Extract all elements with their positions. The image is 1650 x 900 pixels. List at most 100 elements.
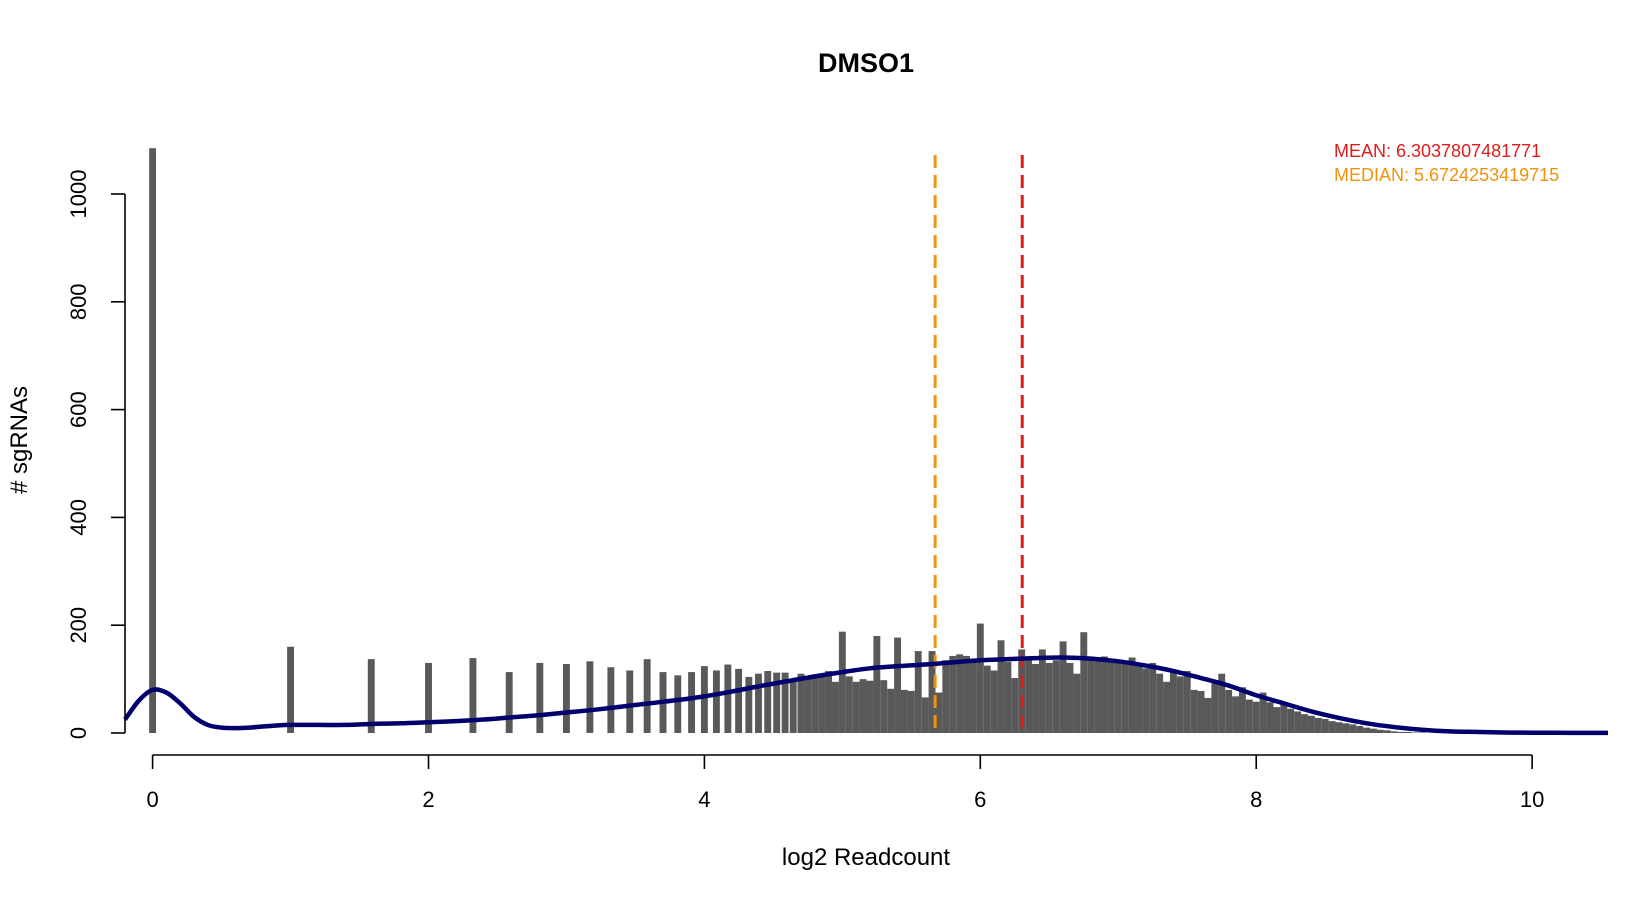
histogram-bar [1094,657,1102,733]
x-axis-ticks: 0 2 4 6 8 10 [146,755,1544,812]
histogram-bar [797,673,805,733]
density-curve [123,655,1609,736]
histogram-bar [1018,649,1026,733]
histogram-bar [907,690,915,733]
histogram-bar [1273,707,1281,733]
histogram-bar [1211,683,1219,733]
histogram-bar [976,623,984,733]
histogram-bar [1176,676,1184,733]
x-tick-label: 2 [422,787,434,812]
histogram-bar [781,672,789,733]
histogram-bar [1190,689,1198,733]
histogram-bar [866,680,874,733]
y-tick-label: 0 [66,727,91,739]
histogram-bar [674,675,682,733]
histogram-bar [921,697,929,733]
histogram-bar [1032,664,1039,733]
histogram-bar [536,662,544,733]
histogram-bar [894,637,901,733]
histogram-bar [745,676,753,733]
histogram-bar [1004,661,1012,733]
histogram-bar [887,688,895,733]
histogram-bar [1252,701,1260,733]
histogram-bar [935,692,943,733]
legend-mean-label: MEAN: 6.3037807481771 [1334,141,1541,161]
histogram-bar [1370,728,1377,733]
histogram-bar [1390,731,1398,733]
histogram-bar [1314,717,1322,733]
histogram-bar [1404,731,1412,733]
histogram-bar [1107,658,1115,733]
histogram-bar [1156,673,1164,733]
histogram-bar [818,674,826,733]
histogram-bar [852,681,860,733]
histogram-bar [1397,731,1405,733]
histogram-bar [1294,711,1302,733]
histogram-bar [1101,656,1108,733]
histogram-bar [1080,632,1088,733]
x-tick-label: 8 [1250,787,1262,812]
histogram-bar [425,662,432,733]
histogram-bar [956,654,964,733]
histogram-bar [990,670,998,733]
histogram-bar [1011,678,1019,733]
histogram-bar [1135,665,1143,734]
histogram-bar [928,651,936,733]
histogram-bar [735,668,743,733]
histogram-bar [880,680,888,733]
histogram-bar [1073,673,1081,733]
histogram-bar [1245,699,1253,733]
histogram-bar [1149,662,1157,733]
x-tick-label: 6 [974,787,986,812]
y-tick-label: 800 [66,283,91,320]
histogram-bar [586,661,594,733]
histogram-bar [1128,657,1136,733]
histogram-bar [963,655,970,733]
legend: MEAN: 6.3037807481771 MEDIAN: 5.67242534… [1334,141,1559,185]
histogram-bar [1376,729,1384,733]
y-tick-label: 1000 [66,170,91,219]
histogram-bar [149,148,157,733]
histogram-bar [287,646,294,733]
histogram-bar [969,661,977,733]
histogram-bar [1163,681,1170,733]
histogram-bar [1287,708,1295,733]
histogram-bar [1059,641,1067,733]
histogram-bar [942,660,950,733]
histogram-bar [1114,660,1122,733]
histogram-bar [1301,714,1308,733]
y-tick-label: 200 [66,607,91,644]
histogram-bar [643,659,651,733]
histogram-bar [1121,661,1129,733]
histogram-bar [1087,656,1095,733]
histogram-bar [1418,732,1426,733]
legend-median-label: MEDIAN: 5.6724253419715 [1334,165,1559,185]
histogram-bar [755,673,762,733]
histogram-bar [1307,715,1315,733]
histogram-bar [997,640,1005,733]
histogram-bar [1204,697,1212,733]
histogram-bar [900,689,908,733]
histogram-bar [949,655,957,733]
histogram-bar [825,671,833,733]
histogram-bar [1025,657,1033,733]
histogram-bar [1342,723,1350,733]
reference-lines [933,155,1024,733]
histogram-bar [1259,692,1267,733]
histogram-bar [469,658,477,733]
histogram-bar [1321,718,1329,733]
histogram-bar [505,672,513,733]
histogram-bar [700,666,708,733]
chart-title: DMSO1 [818,48,914,78]
histogram-bar [367,659,375,733]
histogram-bar [804,676,812,733]
x-tick-label: 4 [698,787,710,812]
x-tick-label: 0 [146,787,158,812]
histogram-bar [688,672,696,733]
histogram-bar [789,679,797,733]
histogram-bar [1238,687,1246,733]
histogram-bar [983,665,991,734]
histogram-bar [1266,702,1274,733]
histogram-bar [1363,727,1371,733]
x-axis-label: log2 Readcount [782,844,950,871]
